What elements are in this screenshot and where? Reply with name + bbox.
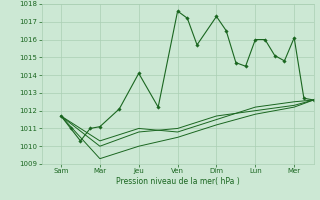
X-axis label: Pression niveau de la mer( hPa ): Pression niveau de la mer( hPa ) [116, 177, 239, 186]
